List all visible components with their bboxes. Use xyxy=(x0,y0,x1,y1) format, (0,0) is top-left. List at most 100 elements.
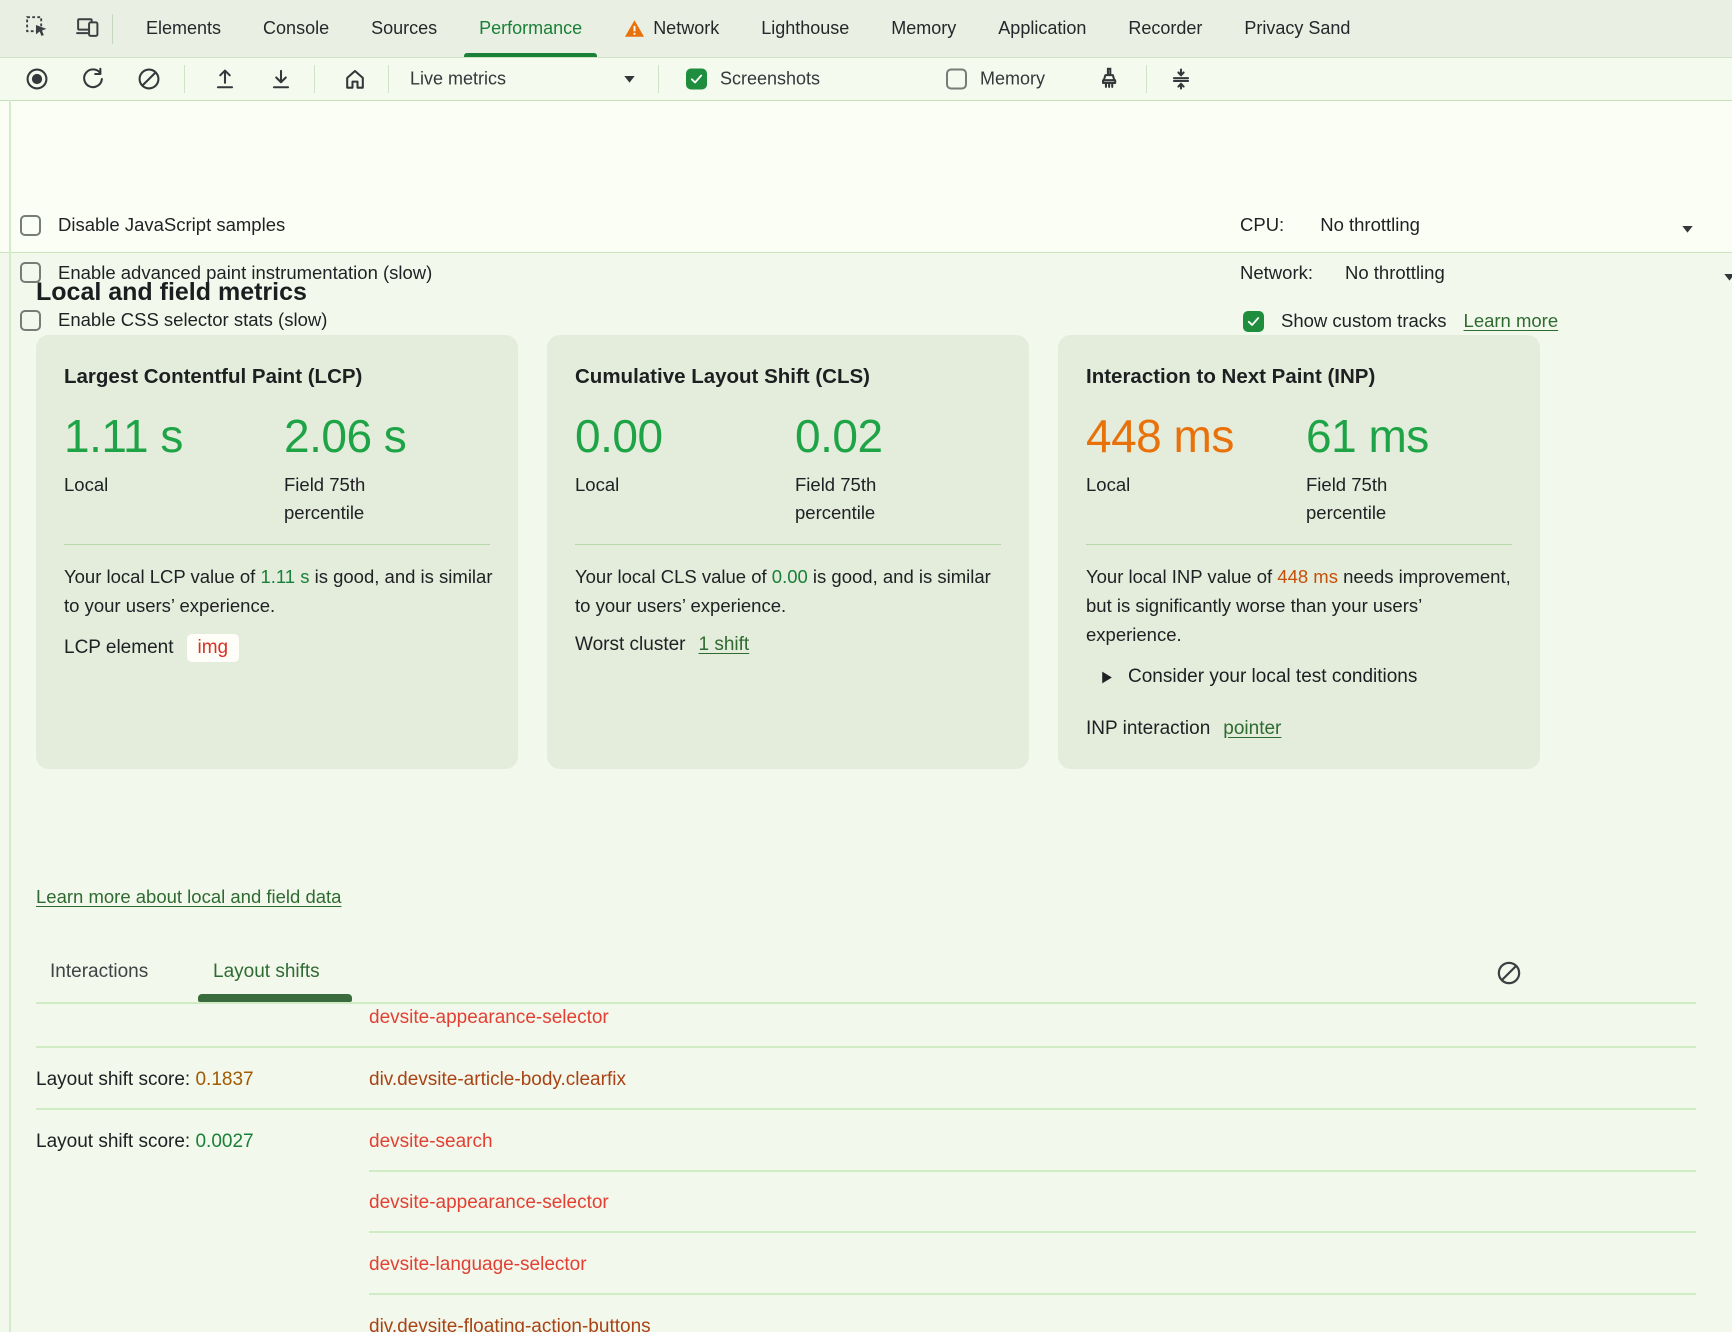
tab-layout-shifts[interactable]: Layout shifts xyxy=(213,961,320,982)
local-label: Local xyxy=(1086,473,1131,495)
tab-network[interactable]: Network xyxy=(603,0,740,57)
local-value: 1.11 s xyxy=(64,410,183,462)
cpu-throttling-select[interactable]: CPU: No throttling xyxy=(1240,214,1420,236)
tab-label: Sources xyxy=(371,18,438,38)
tab-privacy-sand[interactable]: Privacy Sand xyxy=(1223,0,1371,57)
metric-card-interaction-to-next-paint-inp: Interaction to Next Paint (INP) 448 ms Loc… xyxy=(1058,335,1540,769)
checkbox[interactable] xyxy=(20,214,41,236)
custom-tracks-checkbox[interactable] xyxy=(1243,310,1264,332)
upload-profile-icon[interactable] xyxy=(212,66,238,92)
custom-tracks-row: Show custom tracks Learn more xyxy=(1243,310,1558,332)
home-icon[interactable] xyxy=(342,66,368,92)
setting-disable-javascript-samples[interactable]: Disable JavaScript samples xyxy=(20,214,285,236)
row-divider xyxy=(369,1170,1696,1172)
footer-link[interactable]: pointer xyxy=(1223,718,1282,739)
lcp-element-chip[interactable]: img xyxy=(186,634,240,662)
panel-left-edge xyxy=(9,100,11,1332)
tab-label: Application xyxy=(998,18,1087,38)
shifted-element-link[interactable]: devsite-appearance-selector xyxy=(369,1007,609,1028)
custom-tracks-label: Show custom tracks xyxy=(1281,310,1447,331)
memory-checkbox[interactable] xyxy=(946,68,967,90)
download-profile-icon xyxy=(268,66,294,92)
tab-label: Network xyxy=(653,18,720,38)
card-footer: LCP element img xyxy=(64,634,240,662)
cpu-chevron-down-icon[interactable] xyxy=(1680,222,1695,240)
tab-performance[interactable]: Performance xyxy=(458,0,603,57)
divider xyxy=(314,65,315,93)
network-throttling-select[interactable]: Network: No throttling xyxy=(1240,262,1445,284)
checkbox-label: Enable CSS selector stats (slow) xyxy=(58,309,328,330)
metric-description: Your local CLS value of 0.00 is good, an… xyxy=(575,566,991,617)
local-value: 448 ms xyxy=(1086,410,1234,462)
device-toolbar-icon[interactable] xyxy=(75,14,100,44)
checkbox-label: Disable JavaScript samples xyxy=(58,214,286,235)
description-value: 1.11 s xyxy=(260,566,310,587)
page-title: Local and field metrics xyxy=(36,278,307,306)
tab-strip: Elements Console Sources Performance Network… xyxy=(125,0,1371,57)
tab-memory[interactable]: Memory xyxy=(870,0,977,57)
field-label: Field 75th percentile xyxy=(284,473,366,524)
card-title: Largest Contentful Paint (LCP) xyxy=(64,365,363,388)
metric-cards: Largest Contentful Paint (LCP) 1.11 s Loca… xyxy=(36,335,1540,769)
collapse-sections-icon[interactable] xyxy=(1168,66,1194,92)
shifted-element-link[interactable]: devsite-appearance-selector xyxy=(369,1192,609,1213)
tab-label: Privacy Sand xyxy=(1244,18,1351,38)
shifted-element-link[interactable]: div.devsite-article-body.clearfix xyxy=(369,1069,626,1090)
card-divider xyxy=(575,544,1001,545)
row-divider xyxy=(369,1293,1696,1295)
checkbox[interactable] xyxy=(20,262,41,283)
tab-label: Memory xyxy=(891,18,957,38)
row-divider xyxy=(36,1108,1696,1110)
clear-log-icon[interactable] xyxy=(1495,959,1523,992)
network-chevron-down-icon[interactable] xyxy=(1722,270,1732,288)
setting-enable-css-selector-stats-slow[interactable]: Enable CSS selector stats (slow) xyxy=(20,309,327,331)
collect-garbage-icon[interactable] xyxy=(1096,66,1122,92)
performance-toolbar: Live metrics Screenshots Memory xyxy=(0,58,1732,100)
clear-button[interactable] xyxy=(136,66,162,92)
tab-console[interactable]: Console xyxy=(242,0,350,57)
footer-label: INP interaction xyxy=(1086,718,1211,739)
tab-recorder[interactable]: Recorder xyxy=(1107,0,1223,57)
tab-label: Elements xyxy=(146,18,222,38)
footer-link[interactable]: 1 shift xyxy=(698,634,750,655)
learn-more-local-field-link[interactable]: Learn more about local and field data xyxy=(36,886,342,907)
description-value: 448 ms xyxy=(1277,566,1338,587)
layout-shift-score: Layout shift score: 0.1837 xyxy=(36,1069,254,1090)
card-footer: INP interaction pointer xyxy=(1086,718,1281,740)
row-divider xyxy=(36,1046,1696,1048)
chevron-down-icon[interactable] xyxy=(622,73,637,85)
tab-interactions[interactable]: Interactions xyxy=(50,961,149,982)
tab-sources[interactable]: Sources xyxy=(350,0,458,57)
checkbox[interactable] xyxy=(20,309,41,331)
consider-local-conditions-expander[interactable]: Consider your local test conditions xyxy=(1100,666,1417,688)
custom-tracks-learn-more-link[interactable]: Learn more xyxy=(1463,310,1559,331)
field-label: Field 75th percentile xyxy=(795,473,877,524)
local-label: Local xyxy=(575,473,620,495)
footer-label: Worst cluster xyxy=(575,634,686,655)
network-label: Network: xyxy=(1240,262,1313,283)
divider xyxy=(658,65,659,93)
screenshots-checkbox[interactable] xyxy=(686,68,707,90)
tab-lighthouse[interactable]: Lighthouse xyxy=(740,0,870,57)
warning-icon xyxy=(624,19,645,38)
divider xyxy=(36,1002,1696,1004)
metric-card-largest-contentful-paint-lcp: Largest Contentful Paint (LCP) 1.11 s Loca… xyxy=(36,335,518,769)
cpu-label: CPU: xyxy=(1240,214,1285,235)
record-button[interactable] xyxy=(24,66,50,92)
tab-label: Performance xyxy=(479,18,583,38)
capture-settings: Disable JavaScript samples Enable advance… xyxy=(0,100,1732,332)
card-title: Cumulative Layout Shift (CLS) xyxy=(575,365,870,388)
field-value: 2.06 s xyxy=(284,410,407,462)
shifted-element-link[interactable]: devsite-language-selector xyxy=(369,1254,587,1275)
shifted-element-link[interactable]: devsite-search xyxy=(369,1131,493,1152)
setting-enable-advanced-paint-instrumentation-slow[interactable]: Enable advanced paint instrumentation (s… xyxy=(20,262,432,284)
tab-elements[interactable]: Elements xyxy=(125,0,242,57)
tab-application[interactable]: Application xyxy=(977,0,1107,57)
reload-and-record-button[interactable] xyxy=(80,66,106,92)
active-tab-underline xyxy=(198,994,352,1002)
shifted-element-link[interactable]: div.devsite-floating-action-buttons xyxy=(369,1316,651,1332)
row-divider xyxy=(369,1231,1696,1233)
history-dropdown[interactable]: Live metrics xyxy=(410,68,507,89)
inspect-icon[interactable] xyxy=(24,14,49,44)
